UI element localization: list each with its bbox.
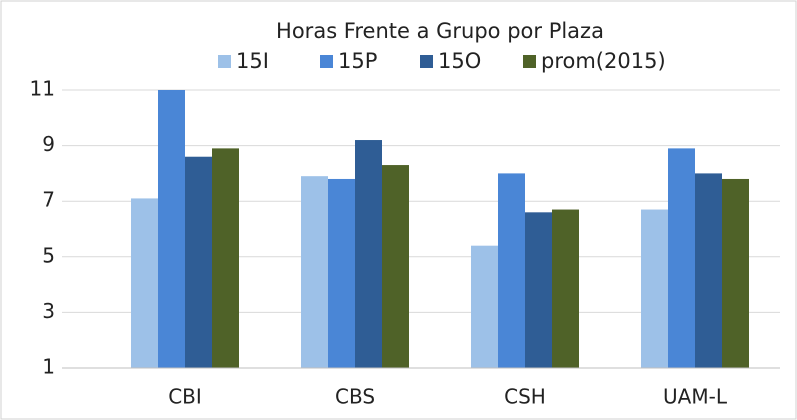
y-tick-label: 3 bbox=[42, 299, 55, 323]
bar bbox=[498, 173, 525, 368]
bar bbox=[668, 148, 695, 368]
bar bbox=[695, 173, 722, 368]
bar bbox=[355, 140, 382, 368]
bar bbox=[641, 209, 668, 368]
bar bbox=[722, 178, 749, 368]
bar bbox=[185, 156, 212, 368]
x-tick-label: UAM-L bbox=[663, 385, 728, 409]
y-tick-label: 1 bbox=[42, 355, 55, 379]
legend-label: 15P bbox=[338, 49, 377, 73]
x-tick-label: CSH bbox=[504, 385, 546, 409]
bar bbox=[328, 178, 355, 368]
legend-label: 15O bbox=[438, 49, 481, 73]
bar bbox=[301, 176, 328, 368]
x-tick-label: CBI bbox=[168, 385, 202, 409]
legend-swatch bbox=[218, 55, 231, 68]
legend-swatch bbox=[320, 55, 333, 68]
bar bbox=[471, 245, 498, 368]
bar bbox=[382, 165, 409, 368]
y-tick-label: 5 bbox=[42, 243, 55, 267]
bar bbox=[525, 212, 552, 368]
y-tick-label: 11 bbox=[30, 77, 55, 101]
legend-swatch bbox=[523, 55, 536, 68]
y-tick-label: 9 bbox=[42, 132, 55, 156]
legend-label: 15I bbox=[236, 49, 269, 73]
bar bbox=[131, 198, 158, 368]
bar bbox=[552, 209, 579, 368]
chart-title: Horas Frente a Grupo por Plaza bbox=[276, 19, 604, 43]
legend-label: prom(2015) bbox=[541, 49, 666, 73]
bar bbox=[158, 90, 185, 368]
bar bbox=[212, 148, 239, 368]
legend-swatch bbox=[420, 55, 433, 68]
y-tick-label: 7 bbox=[42, 188, 55, 212]
x-tick-label: CBS bbox=[335, 385, 375, 409]
